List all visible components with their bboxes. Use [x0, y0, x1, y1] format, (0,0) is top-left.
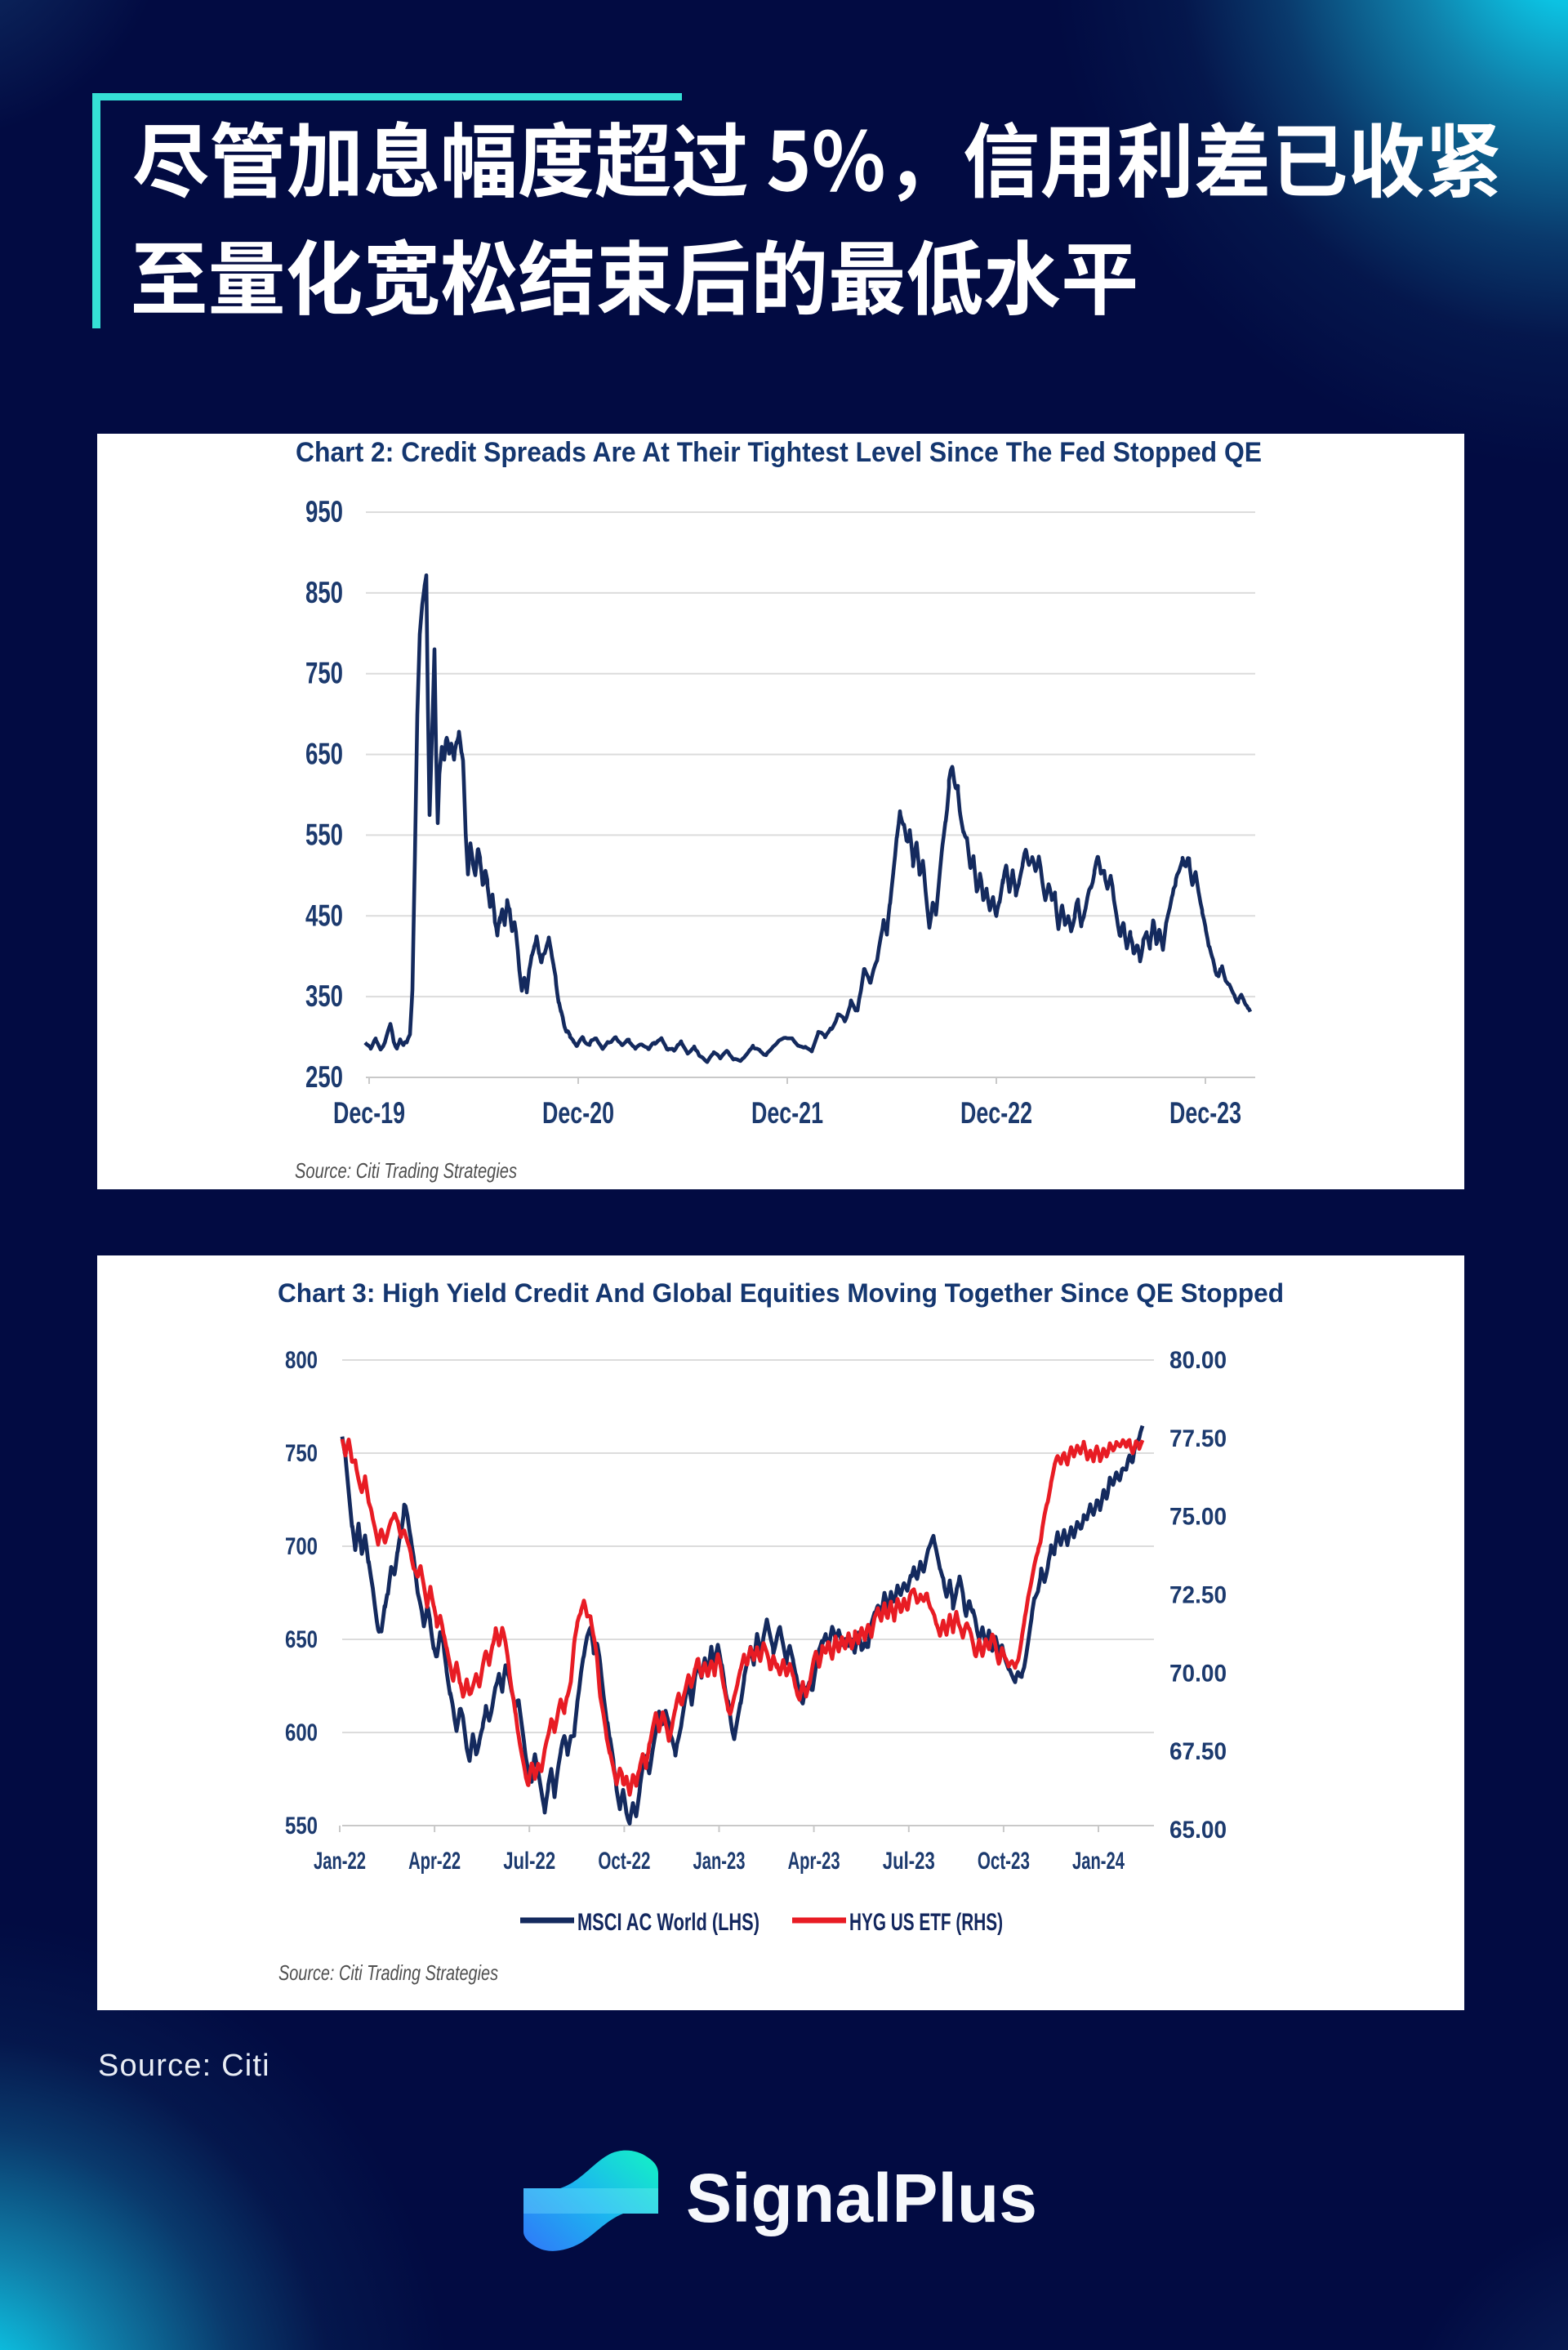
- svg-text:HYG US ETF (RHS): HYG US ETF (RHS): [849, 1909, 1003, 1936]
- svg-text:350: 350: [305, 979, 343, 1013]
- svg-text:550: 550: [285, 1813, 318, 1839]
- svg-text:650: 650: [285, 1626, 318, 1653]
- svg-text:Oct-22: Oct-22: [598, 1848, 650, 1875]
- svg-text:450: 450: [305, 899, 343, 932]
- svg-text:750: 750: [305, 657, 343, 690]
- svg-text:65.00: 65.00: [1169, 1817, 1227, 1844]
- svg-text:80.00: 80.00: [1169, 1347, 1227, 1374]
- svg-text:850: 850: [305, 576, 343, 609]
- svg-text:750: 750: [285, 1440, 318, 1467]
- svg-text:600: 600: [285, 1719, 318, 1746]
- svg-text:70.00: 70.00: [1169, 1660, 1227, 1687]
- svg-text:Chart 2: Credit Spreads Are At: Chart 2: Credit Spreads Are At Their Tig…: [296, 437, 1262, 468]
- svg-text:Jul-22: Jul-22: [503, 1848, 555, 1875]
- svg-text:650: 650: [305, 738, 343, 771]
- svg-text:800: 800: [285, 1347, 318, 1374]
- svg-text:67.50: 67.50: [1169, 1738, 1227, 1765]
- svg-text:72.50: 72.50: [1169, 1582, 1227, 1609]
- svg-text:Apr-23: Apr-23: [788, 1848, 840, 1875]
- svg-text:77.50: 77.50: [1169, 1425, 1227, 1452]
- svg-text:Dec-20: Dec-20: [542, 1096, 614, 1130]
- svg-text:Source: Citi Trading Strategie: Source: Citi Trading Strategies: [278, 1960, 498, 1985]
- svg-text:700: 700: [285, 1533, 318, 1560]
- svg-text:SignalPlus: SignalPlus: [686, 2166, 1037, 2236]
- svg-text:Dec-19: Dec-19: [333, 1096, 405, 1130]
- svg-text:Jan-23: Jan-23: [693, 1848, 746, 1875]
- svg-text:Dec-23: Dec-23: [1169, 1096, 1241, 1130]
- svg-text:Source: Citi Trading Strategie: Source: Citi Trading Strategies: [295, 1158, 517, 1183]
- svg-text:Jan-24: Jan-24: [1072, 1848, 1125, 1875]
- svg-text:550: 550: [305, 818, 343, 851]
- svg-text:75.00: 75.00: [1169, 1504, 1227, 1531]
- svg-text:Jul-23: Jul-23: [883, 1848, 935, 1875]
- svg-text:Chart 3: High Yield Credit And: Chart 3: High Yield Credit And Global Eq…: [278, 1278, 1284, 1308]
- svg-text:250: 250: [305, 1060, 343, 1094]
- svg-text:Dec-22: Dec-22: [960, 1096, 1032, 1130]
- svg-text:950: 950: [305, 495, 343, 528]
- svg-text:Oct-23: Oct-23: [978, 1848, 1030, 1875]
- svg-text:MSCI AC World (LHS): MSCI AC World (LHS): [577, 1909, 760, 1936]
- svg-text:Dec-21: Dec-21: [751, 1096, 823, 1130]
- svg-text:Apr-22: Apr-22: [408, 1848, 461, 1875]
- svg-text:Jan-22: Jan-22: [314, 1848, 366, 1875]
